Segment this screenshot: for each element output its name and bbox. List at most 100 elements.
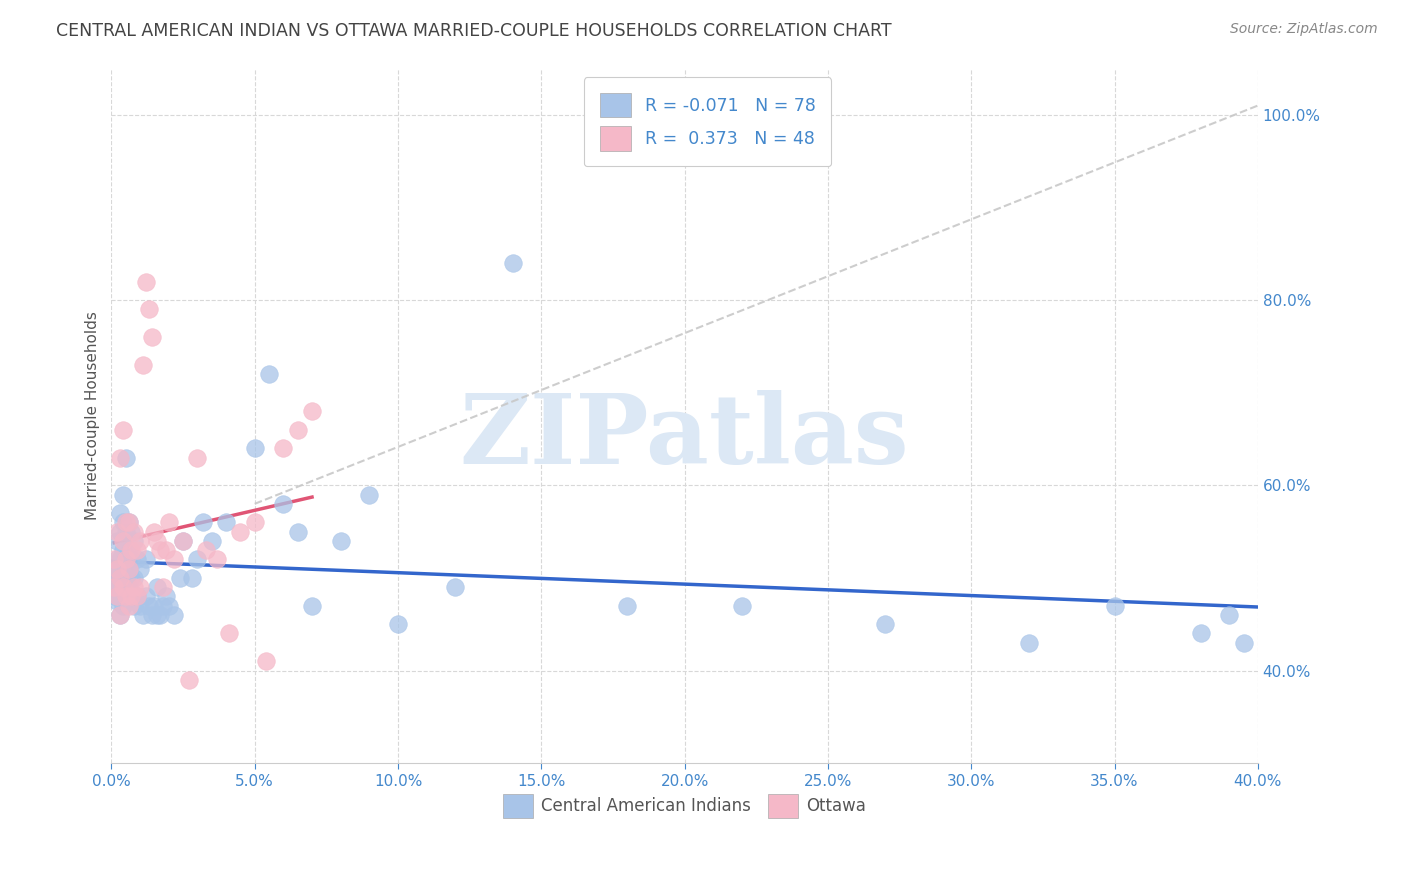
Point bbox=[141, 607, 163, 622]
Point bbox=[138, 302, 160, 317]
Point bbox=[301, 599, 323, 613]
Point bbox=[254, 654, 277, 668]
Point bbox=[152, 580, 174, 594]
Point bbox=[114, 590, 136, 604]
Point bbox=[172, 533, 194, 548]
Point bbox=[111, 487, 134, 501]
Point bbox=[195, 543, 218, 558]
Point bbox=[108, 607, 131, 622]
Point bbox=[111, 543, 134, 558]
Point bbox=[163, 552, 186, 566]
Point bbox=[146, 580, 169, 594]
Point bbox=[149, 607, 172, 622]
Point bbox=[121, 524, 143, 539]
Point bbox=[103, 552, 125, 566]
Point bbox=[157, 516, 180, 530]
Point bbox=[114, 552, 136, 566]
Point bbox=[186, 552, 208, 566]
Point bbox=[121, 543, 143, 558]
Point bbox=[124, 524, 146, 539]
Point bbox=[117, 543, 139, 558]
Point bbox=[218, 626, 240, 640]
Point bbox=[117, 580, 139, 594]
Point bbox=[207, 552, 229, 566]
Text: Source: ZipAtlas.com: Source: ZipAtlas.com bbox=[1230, 22, 1378, 37]
Point bbox=[359, 487, 381, 501]
Point bbox=[114, 571, 136, 585]
Point bbox=[301, 404, 323, 418]
Point bbox=[111, 561, 134, 575]
Point bbox=[111, 533, 134, 548]
Point bbox=[135, 275, 157, 289]
Point bbox=[129, 561, 152, 575]
Point bbox=[114, 516, 136, 530]
Point bbox=[273, 497, 295, 511]
Point bbox=[108, 590, 131, 604]
Point bbox=[132, 607, 155, 622]
Point bbox=[121, 590, 143, 604]
Point bbox=[111, 423, 134, 437]
Point bbox=[273, 442, 295, 456]
Point bbox=[1218, 607, 1240, 622]
Point bbox=[172, 533, 194, 548]
Point bbox=[132, 358, 155, 372]
Point bbox=[135, 552, 157, 566]
Point bbox=[108, 571, 131, 585]
Point bbox=[111, 516, 134, 530]
Point bbox=[111, 580, 134, 594]
Point bbox=[114, 590, 136, 604]
Point bbox=[124, 599, 146, 613]
Point bbox=[121, 590, 143, 604]
Point bbox=[329, 533, 352, 548]
Point bbox=[215, 516, 238, 530]
Point bbox=[121, 552, 143, 566]
Point bbox=[287, 423, 309, 437]
Point bbox=[105, 594, 128, 608]
Point bbox=[146, 533, 169, 548]
Point bbox=[129, 533, 152, 548]
Point bbox=[117, 516, 139, 530]
Point bbox=[103, 575, 125, 590]
Point bbox=[121, 571, 143, 585]
Point bbox=[129, 599, 152, 613]
Point bbox=[1104, 599, 1126, 613]
Point bbox=[117, 599, 139, 613]
Point bbox=[127, 590, 149, 604]
Point bbox=[287, 524, 309, 539]
Point bbox=[1018, 636, 1040, 650]
Point bbox=[124, 571, 146, 585]
Point bbox=[105, 561, 128, 575]
Point bbox=[257, 367, 280, 381]
Point bbox=[143, 599, 166, 613]
Point bbox=[105, 533, 128, 548]
Point bbox=[152, 599, 174, 613]
Point bbox=[108, 607, 131, 622]
Point bbox=[105, 590, 128, 604]
Point bbox=[124, 580, 146, 594]
Point bbox=[103, 561, 125, 575]
Point bbox=[243, 516, 266, 530]
Point bbox=[180, 571, 202, 585]
Point bbox=[127, 543, 149, 558]
Point bbox=[117, 516, 139, 530]
Point bbox=[155, 590, 177, 604]
Point bbox=[108, 552, 131, 566]
Point bbox=[186, 450, 208, 465]
Legend: Central American Indians, Ottawa: Central American Indians, Ottawa bbox=[496, 788, 873, 824]
Point bbox=[1189, 626, 1212, 640]
Point bbox=[169, 571, 191, 585]
Point bbox=[243, 442, 266, 456]
Point bbox=[191, 516, 214, 530]
Point bbox=[105, 552, 128, 566]
Point bbox=[117, 561, 139, 575]
Point bbox=[138, 599, 160, 613]
Point bbox=[155, 543, 177, 558]
Point bbox=[149, 543, 172, 558]
Point bbox=[108, 524, 131, 539]
Point bbox=[201, 533, 224, 548]
Point bbox=[111, 580, 134, 594]
Text: CENTRAL AMERICAN INDIAN VS OTTAWA MARRIED-COUPLE HOUSEHOLDS CORRELATION CHART: CENTRAL AMERICAN INDIAN VS OTTAWA MARRIE… bbox=[56, 22, 891, 40]
Point bbox=[111, 599, 134, 613]
Point bbox=[731, 599, 754, 613]
Point bbox=[616, 599, 638, 613]
